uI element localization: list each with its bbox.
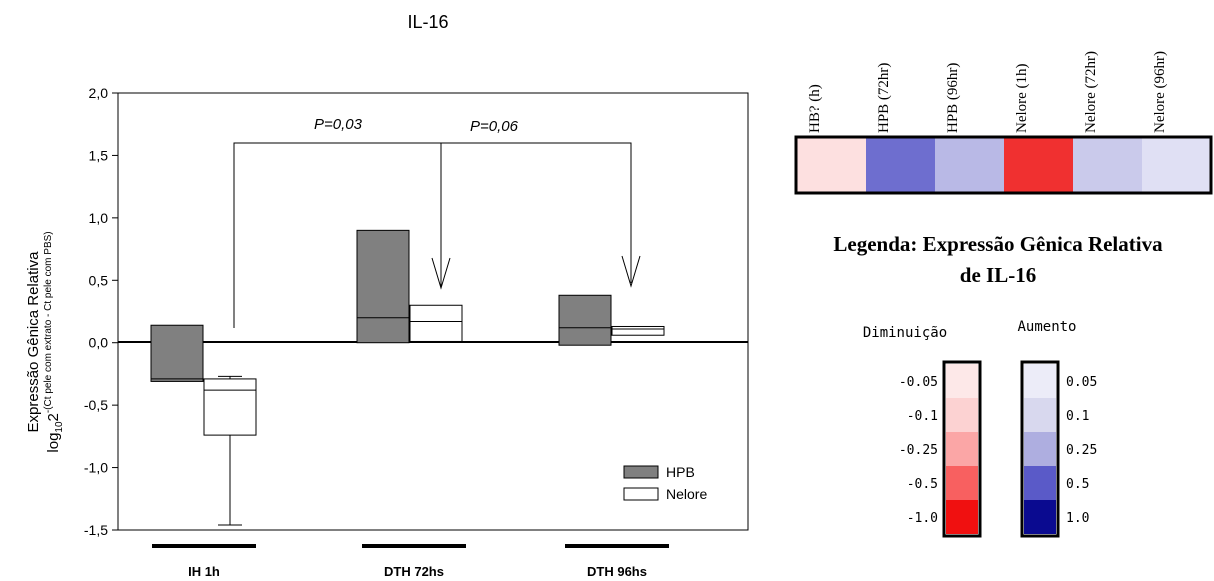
category-label: IH 1h (188, 564, 220, 579)
heatmap-cell (1004, 138, 1073, 192)
decrease-scale-label: -0.25 (899, 443, 938, 458)
box-hpb (558, 294, 612, 346)
decrease-scale-swatch (946, 432, 978, 466)
increase-scale-label: 0.5 (1066, 477, 1089, 492)
heatmap-column-label: Nelore (1h) (1014, 63, 1030, 133)
y-axis-label-line2: log102-(Ct pele com extrato - Ct pele co… (43, 231, 65, 452)
increase-color-scale: 0.05 0.1 0.25 0.5 1.0 (1020, 360, 1097, 538)
y-label-log: log (45, 433, 62, 453)
y-axis-label: Expressão Gênica Relativa log102-(Ct pel… (25, 231, 65, 452)
heatmap-column-label: Nelore (96hr) (1152, 51, 1168, 133)
legend-label-nelore: Nelore (666, 486, 707, 502)
y-tick-label: 1,0 (89, 210, 109, 226)
y-tick-label: 0,0 (89, 335, 109, 351)
y-ticks: 2,0 1,5 1,0 0,5 0,0 -0,5 -1,0 -1,5 (84, 85, 118, 538)
decrease-scale-swatch (946, 466, 978, 500)
increase-scale-swatch (1024, 364, 1056, 398)
y-tick-label: 0,5 (89, 272, 109, 288)
box-plots (150, 229, 665, 526)
box-nelore (203, 378, 257, 436)
category-label: DTH 72hs (384, 564, 444, 579)
heatmap-border (794, 135, 1213, 195)
plot-frame (117, 92, 749, 531)
increase-scale-label: 1.0 (1066, 511, 1089, 526)
decrease-scale-label: -0.1 (907, 409, 938, 424)
decrease-scale-swatch (946, 398, 978, 432)
y-label-exp: -(Ct pele com extrato - Ct pele com PBS) (43, 231, 54, 413)
heatmap-column-label: HPB (72hr) (876, 63, 892, 133)
legend: HPB Nelore (623, 464, 707, 502)
heatmap-column-label: Nelore (72hr) (1083, 51, 1099, 133)
y-label-main: 2 (45, 413, 62, 421)
heatmap-cell (797, 138, 866, 192)
increase-scale-swatch (1024, 466, 1056, 500)
heatmap-cell (1073, 138, 1142, 192)
bracket-outer (233, 142, 632, 328)
annotation-p003: P=0,03 (314, 116, 363, 133)
box-nelore (409, 304, 463, 342)
heatmap-headers: HB? (h) HPB (72hr) HPB (96hr) Nelore (1h) Ne… (807, 51, 1168, 133)
increase-scale-label: 0.1 (1066, 409, 1089, 424)
heatmap-column-label: HB? (h) (807, 84, 823, 133)
significance-brackets (233, 142, 641, 328)
heatmap-legend-title-line2: de IL-16 (960, 263, 1036, 287)
decrease-label: Diminuição (863, 325, 947, 341)
heatmap-cell (866, 138, 935, 192)
decrease-scale-label: -0.5 (907, 477, 938, 492)
chart-title: IL-16 (407, 12, 448, 32)
decrease-scale-swatch (946, 364, 978, 398)
increase-scale-swatch (1024, 500, 1056, 534)
increase-scale-border (1020, 360, 1060, 538)
category-axis: IH 1h DTH 72hs DTH 96hs (152, 544, 669, 579)
y-tick-label: -0,5 (84, 397, 108, 413)
heatmap-legend-title-line1: Legenda: Expressão Gênica Relativa (833, 232, 1163, 256)
decrease-scale-swatch (946, 500, 978, 534)
heatmap-cells (797, 138, 1211, 192)
legend-swatch-nelore (623, 487, 659, 501)
legend-swatch-hpb (623, 465, 659, 479)
y-tick-label: -1,5 (84, 522, 108, 538)
heatmap-column-label: HPB (96hr) (945, 63, 961, 133)
y-tick-label: 2,0 (89, 85, 109, 101)
heatmap-cell (1142, 138, 1211, 192)
increase-scale-swatch (1024, 432, 1056, 466)
y-tick-label: 1,5 (89, 147, 109, 163)
increase-label: Aumento (1017, 319, 1076, 335)
annotation-p006: P=0,06 (470, 118, 519, 135)
increase-scale-label: 0.05 (1066, 375, 1097, 390)
decrease-scale-label: -1.0 (907, 511, 938, 526)
heatmap-cell (935, 138, 1004, 192)
arrow-head-96hs (621, 255, 641, 288)
decrease-scale-label: -0.05 (899, 375, 938, 390)
category-label: DTH 96hs (587, 564, 647, 579)
increase-scale-swatch (1024, 398, 1056, 432)
increase-scale-label: 0.25 (1066, 443, 1097, 458)
decrease-scale-border (942, 360, 982, 538)
arrow-head-72hs (431, 257, 451, 290)
box-hpb (356, 229, 410, 344)
decrease-color-scale: -0.05 -0.1 -0.25 -0.5 -1.0 (899, 360, 982, 538)
box-hpb (150, 324, 204, 382)
box-nelore (611, 325, 665, 336)
legend-label-hpb: HPB (666, 464, 695, 480)
y-tick-label: -1,0 (84, 460, 108, 476)
y-label-sub: 10 (54, 421, 65, 433)
y-axis-label-line1: Expressão Gênica Relativa (25, 251, 42, 433)
